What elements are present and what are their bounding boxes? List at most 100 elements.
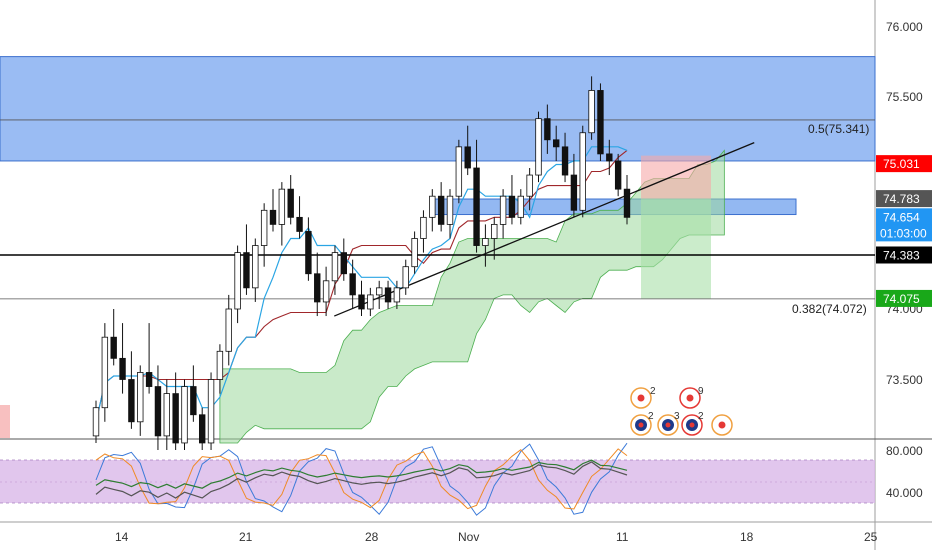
candle[interactable] xyxy=(375,287,383,296)
candle[interactable] xyxy=(402,266,409,289)
candle[interactable] xyxy=(340,252,347,275)
candle[interactable] xyxy=(535,118,542,176)
price-label[interactable]: 75.031 xyxy=(876,155,932,173)
candle[interactable] xyxy=(358,294,365,310)
candle[interactable] xyxy=(384,287,392,303)
candle[interactable] xyxy=(561,146,569,176)
fib-lines: 0.5(75.341) 0.382(74.072) xyxy=(0,119,875,316)
price-label[interactable]: 74.075 xyxy=(876,289,932,307)
candle[interactable] xyxy=(234,252,241,310)
candle[interactable] xyxy=(482,238,489,246)
candle[interactable] xyxy=(579,132,586,211)
candle[interactable] xyxy=(517,195,524,218)
date-tick: 18 xyxy=(740,530,754,544)
candle[interactable] xyxy=(349,273,356,296)
candle[interactable] xyxy=(198,414,206,444)
candle[interactable] xyxy=(614,160,622,190)
svg-text:74.783: 74.783 xyxy=(883,192,920,206)
candle[interactable] xyxy=(190,386,197,416)
candle[interactable] xyxy=(278,188,286,225)
candle[interactable] xyxy=(172,393,179,444)
fib-label-0382: 0.382(74.072) xyxy=(792,302,867,316)
candle[interactable] xyxy=(606,153,613,162)
candle[interactable] xyxy=(322,280,330,303)
event-marker[interactable]: 2 xyxy=(681,411,704,436)
candle[interactable] xyxy=(544,118,551,141)
candle[interactable] xyxy=(207,379,215,444)
candle[interactable] xyxy=(597,90,604,155)
candle[interactable] xyxy=(110,336,117,359)
candle[interactable] xyxy=(92,407,100,437)
candle[interactable] xyxy=(393,287,401,303)
osc-rsi-line xyxy=(95,461,628,499)
short-position[interactable] xyxy=(641,155,711,299)
svg-text:74.654: 74.654 xyxy=(883,210,920,224)
candle[interactable] xyxy=(145,372,153,387)
event-markers[interactable]: 2 9 2 3 2 xyxy=(630,386,733,436)
candle[interactable] xyxy=(437,195,445,225)
candle[interactable] xyxy=(570,174,578,211)
osc-d-line xyxy=(95,448,628,510)
candles-group xyxy=(92,76,631,450)
price-label[interactable]: 74.783 xyxy=(876,190,932,208)
svg-text:3: 3 xyxy=(674,411,680,422)
oscillator-axis[interactable]: 80.000 40.000 xyxy=(886,444,923,500)
candle[interactable] xyxy=(473,167,480,246)
svg-text:2: 2 xyxy=(648,411,654,422)
price-tick: 75.500 xyxy=(886,90,923,104)
event-marker[interactable] xyxy=(711,414,733,436)
candle[interactable] xyxy=(101,336,109,409)
candle[interactable] xyxy=(296,216,303,232)
event-marker[interactable]: 3 xyxy=(657,411,680,436)
osc-tick: 80.000 xyxy=(886,444,923,458)
event-marker[interactable]: 2 xyxy=(630,386,656,409)
date-tick: 14 xyxy=(115,530,129,544)
event-marker[interactable]: 2 xyxy=(630,411,654,436)
time-axis[interactable]: 14 21 28 Nov 11 18 25 xyxy=(115,530,878,544)
candle[interactable] xyxy=(331,252,339,282)
candle[interactable] xyxy=(446,195,454,225)
candle[interactable] xyxy=(252,245,259,289)
candle[interactable] xyxy=(588,90,595,134)
candle[interactable] xyxy=(464,146,471,169)
candle[interactable] xyxy=(305,231,312,275)
osc-band xyxy=(0,460,875,503)
svg-text:9: 9 xyxy=(698,386,704,397)
candle[interactable] xyxy=(225,308,232,352)
candle[interactable] xyxy=(420,216,427,239)
candle[interactable] xyxy=(128,379,135,423)
svg-text:01:03:00: 01:03:00 xyxy=(880,226,927,240)
candle[interactable] xyxy=(526,174,533,197)
candle[interactable] xyxy=(553,139,560,148)
candle[interactable] xyxy=(314,273,321,303)
candle[interactable] xyxy=(243,252,250,289)
supply-zone[interactable] xyxy=(0,56,876,162)
candle[interactable] xyxy=(260,209,268,246)
position-stop-box[interactable] xyxy=(641,155,711,199)
candle[interactable] xyxy=(429,195,436,218)
date-tick: Nov xyxy=(458,530,479,544)
candle[interactable] xyxy=(137,372,144,423)
candle[interactable] xyxy=(499,195,507,225)
candle[interactable] xyxy=(287,188,294,218)
candle[interactable] xyxy=(154,386,162,437)
candle[interactable] xyxy=(508,195,516,218)
candle[interactable] xyxy=(269,209,277,225)
candle[interactable] xyxy=(119,357,126,380)
candle[interactable] xyxy=(455,146,463,197)
event-marker[interactable]: 9 xyxy=(679,386,704,409)
position-target-box[interactable] xyxy=(641,198,711,299)
price-axis[interactable]: 76.000 75.500 74.000 73.500 xyxy=(886,20,923,387)
candle[interactable] xyxy=(491,223,498,239)
candle[interactable] xyxy=(411,238,418,268)
price-label[interactable]: 74.654 xyxy=(876,208,932,226)
candle[interactable] xyxy=(181,386,188,444)
candle[interactable] xyxy=(623,188,631,218)
date-tick: 21 xyxy=(239,530,253,544)
candle[interactable] xyxy=(216,350,224,380)
price-label[interactable]: 74.383 xyxy=(876,246,932,264)
oscillator-group xyxy=(0,442,875,516)
candle[interactable] xyxy=(367,294,374,310)
candle[interactable] xyxy=(163,393,170,437)
